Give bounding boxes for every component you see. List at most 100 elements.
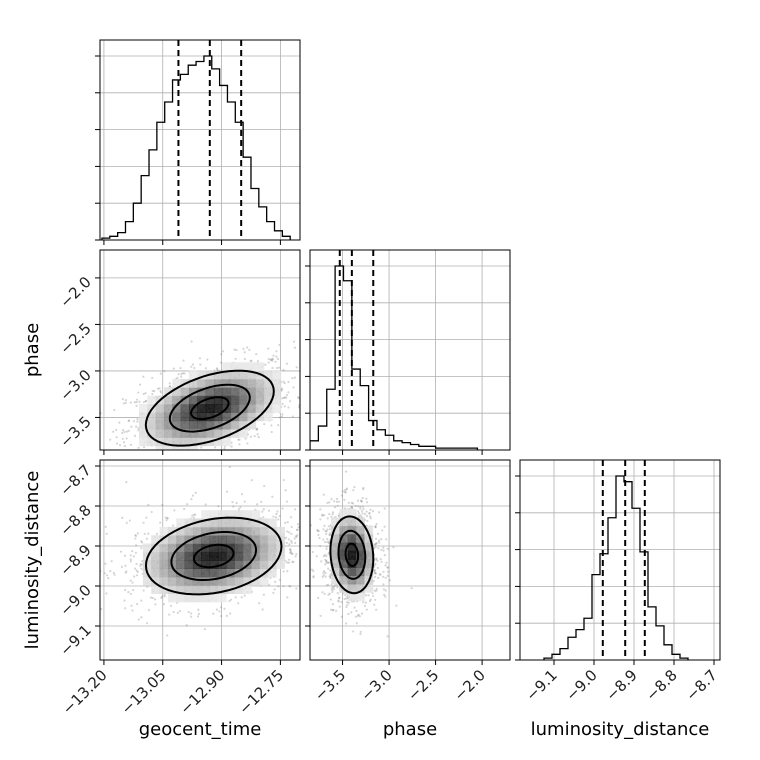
scatter-point xyxy=(185,501,187,503)
scatter-point xyxy=(327,561,331,564)
density-cell xyxy=(172,412,182,422)
density-cell xyxy=(217,518,227,528)
scatter-point xyxy=(290,532,293,535)
scatter-point xyxy=(253,434,256,438)
x-tick-label: −13.05 xyxy=(118,666,170,718)
scatter-point xyxy=(343,489,346,492)
density-cell xyxy=(163,412,173,422)
density-cell xyxy=(263,370,273,380)
scatter-point xyxy=(328,528,331,531)
scatter-point xyxy=(138,400,141,403)
contour-level-1 xyxy=(344,542,360,568)
scatter-point xyxy=(134,551,137,554)
density-cell xyxy=(267,535,277,544)
density-cell xyxy=(347,508,357,518)
scatter-point xyxy=(121,437,124,440)
scatter-point xyxy=(312,569,315,573)
scatter-point xyxy=(326,540,329,544)
scatter-point xyxy=(352,489,355,492)
scatter-point xyxy=(225,490,229,493)
scatter-point xyxy=(331,590,334,593)
scatter-point xyxy=(366,519,369,523)
density-cell xyxy=(209,535,219,544)
scatter-point xyxy=(331,588,334,591)
panel-frame xyxy=(309,459,511,661)
scatter-point xyxy=(323,569,326,573)
scatter-point xyxy=(168,385,172,388)
scatter-point xyxy=(121,431,124,435)
scatter-point xyxy=(238,438,241,441)
scatter-point xyxy=(303,558,305,560)
scatter-point xyxy=(365,608,368,611)
scatter-point xyxy=(210,455,212,457)
scatter-point xyxy=(132,420,136,423)
scatter-point xyxy=(338,605,341,608)
density-cell xyxy=(167,585,177,594)
density-cell xyxy=(192,551,202,561)
scatter-point xyxy=(115,436,118,439)
scatter-point xyxy=(127,419,131,422)
contour-level-3 xyxy=(144,369,275,447)
density-cell xyxy=(267,526,277,536)
density-cell xyxy=(201,551,211,561)
density-cell xyxy=(339,542,349,552)
scatter-point xyxy=(322,538,325,541)
scatter-point xyxy=(383,593,386,597)
scatter-point xyxy=(272,354,275,357)
density-cell xyxy=(205,403,215,413)
density-cell xyxy=(234,518,244,528)
density-cell xyxy=(272,395,282,405)
density-cell xyxy=(272,387,282,397)
scatter-point xyxy=(194,451,196,453)
density-cell xyxy=(163,420,173,430)
scatter-point xyxy=(281,507,284,510)
scatter-point xyxy=(152,454,154,456)
scatter-point xyxy=(256,360,260,363)
density-cell xyxy=(364,567,374,577)
contour-level-2 xyxy=(337,529,367,580)
scatter-point xyxy=(289,551,292,555)
scatter-point xyxy=(190,497,193,501)
density-cell xyxy=(222,437,232,447)
scatter-point xyxy=(261,510,264,513)
scatter-point xyxy=(237,508,241,511)
scatter-point xyxy=(286,520,289,524)
scatter-point xyxy=(346,601,349,604)
density-cell xyxy=(347,583,357,593)
scatter-point xyxy=(287,538,290,541)
density-cell xyxy=(184,585,194,594)
scatter-point xyxy=(160,596,163,599)
scatter-point xyxy=(330,608,333,611)
scatter-point xyxy=(183,507,186,511)
scatter-point xyxy=(193,366,196,370)
y-tick-label: −3.0 xyxy=(56,366,94,404)
density-cell xyxy=(147,437,157,447)
scatter-point xyxy=(112,571,115,575)
scatter-point xyxy=(297,526,300,529)
scatter-point xyxy=(302,391,304,393)
scatter-point xyxy=(243,351,246,354)
density-cell xyxy=(251,526,261,536)
scatter-point xyxy=(243,357,247,361)
scatter-point xyxy=(328,541,331,544)
density-cell xyxy=(234,576,244,586)
scatter-point xyxy=(223,447,226,450)
scatter-point xyxy=(344,622,348,625)
density-cell xyxy=(339,508,349,518)
scatter-point xyxy=(359,507,362,510)
scatter-point xyxy=(201,471,203,473)
density-cell xyxy=(197,412,207,422)
scatter-point xyxy=(355,622,358,625)
scatter-point xyxy=(361,496,364,500)
density-cell xyxy=(159,576,169,586)
scatter-point xyxy=(190,340,193,343)
scatter-point xyxy=(364,601,368,604)
scatter-point xyxy=(357,510,360,513)
scatter-point xyxy=(334,584,337,587)
scatter-point xyxy=(267,357,270,361)
scatter-point xyxy=(368,511,371,515)
scatter-point xyxy=(158,452,160,454)
y-tick-label: −9.0 xyxy=(56,581,94,619)
scatter-point xyxy=(285,500,289,503)
scatter-point xyxy=(135,562,138,566)
